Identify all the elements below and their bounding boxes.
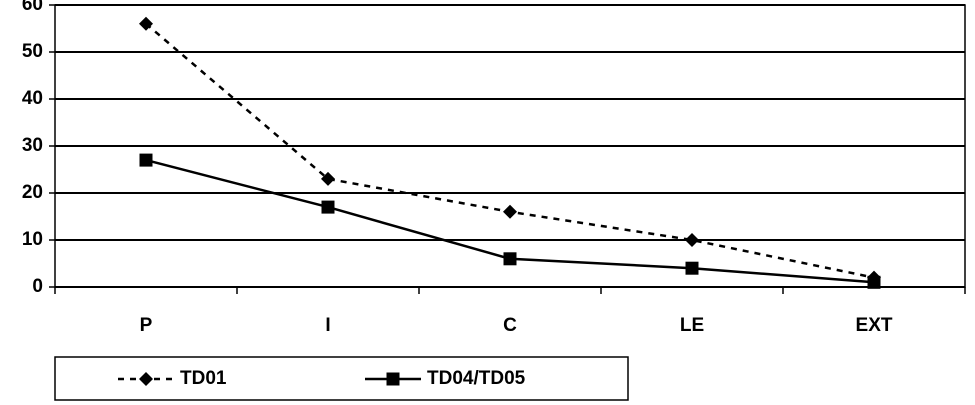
- marker: [321, 171, 335, 186]
- y-tick-label: 40: [22, 88, 43, 109]
- y-tick-label: 60: [22, 0, 43, 15]
- legend-label: TD04/TD05: [427, 368, 526, 389]
- marker: [867, 275, 881, 289]
- y-tick-label: 0: [32, 276, 43, 297]
- marker: [503, 204, 517, 219]
- marker: [685, 261, 699, 275]
- legend-box: [54, 356, 629, 401]
- marker: [503, 252, 517, 266]
- marker: [139, 372, 153, 386]
- marker: [386, 372, 400, 386]
- y-tick-label: 10: [22, 229, 43, 250]
- x-tick-label: I: [325, 315, 330, 336]
- legend-label: TD01: [180, 368, 227, 389]
- x-tick-label: C: [503, 315, 517, 336]
- y-tick-label: 50: [22, 41, 43, 62]
- marker: [139, 153, 153, 167]
- y-tick-label: 30: [22, 135, 43, 156]
- marker: [685, 233, 699, 247]
- y-tick-label: 20: [22, 182, 43, 203]
- x-tick-label: P: [140, 315, 153, 336]
- marker: [321, 200, 335, 214]
- x-tick-label: LE: [680, 315, 704, 336]
- x-tick-label: EXT: [856, 315, 893, 336]
- marker: [139, 16, 153, 31]
